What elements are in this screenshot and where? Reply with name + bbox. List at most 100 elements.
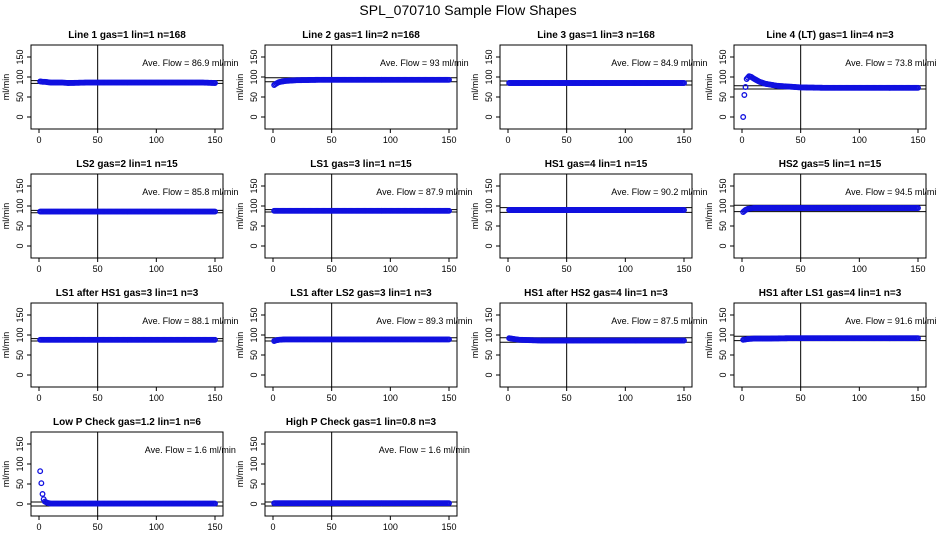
data-points	[740, 73, 921, 120]
y-tick-label: 100	[15, 327, 25, 342]
x-tick-label: 0	[36, 135, 41, 145]
data-points	[271, 207, 452, 214]
data-point	[446, 76, 452, 83]
chart-panel: HS1 after LS1 gas=4 lin=1 n=3 Ave. Flow =…	[704, 288, 936, 403]
y-tick-label: 100	[249, 327, 259, 342]
x-tick-label: 50	[327, 135, 337, 145]
x-tick-label: 50	[327, 264, 337, 274]
y-tick-label: 150	[249, 49, 259, 64]
y-axis-label: ml/min	[1, 461, 11, 488]
y-tick-label: 50	[249, 479, 259, 489]
x-tick-label: 50	[796, 264, 806, 274]
data-points	[271, 76, 452, 88]
figure-title: SPL_070710 Sample Flow Shapes	[359, 2, 577, 18]
y-axis-label: ml/min	[470, 203, 480, 230]
y-axis-label: ml/min	[235, 74, 245, 101]
x-tick-label: 100	[383, 135, 398, 145]
data-points	[740, 335, 921, 343]
y-tick-label: 150	[15, 436, 25, 451]
x-tick-label: 150	[441, 393, 456, 403]
y-tick-label: 0	[249, 372, 259, 377]
x-tick-label: 100	[383, 264, 398, 274]
y-tick-label: 100	[718, 327, 728, 342]
data-point	[915, 84, 921, 91]
chart-panel: HS2 gas=5 lin=1 n=15 Ave. Flow = 94.5 ml/…	[704, 159, 936, 274]
chart-panel: LS1 after LS2 gas=3 lin=1 n=3 Ave. Flow =…	[235, 288, 472, 403]
x-tick-label: 150	[910, 135, 925, 145]
y-tick-label: 100	[15, 198, 25, 213]
y-tick-label: 0	[718, 243, 728, 248]
y-tick-label: 0	[718, 114, 728, 119]
data-point	[212, 208, 218, 215]
data-point	[681, 80, 687, 86]
y-tick-label: 0	[249, 243, 259, 248]
panel-title: Line 3 gas=1 lin=3 n=168	[537, 30, 655, 41]
y-tick-label: 150	[718, 178, 728, 193]
chart-panel: HS1 gas=4 lin=1 n=15 Ave. Flow = 90.2 ml/…	[470, 159, 707, 274]
y-axis-label: ml/min	[470, 332, 480, 359]
x-tick-label: 150	[441, 522, 456, 532]
x-tick-label: 0	[739, 135, 744, 145]
y-tick-label: 150	[249, 307, 259, 322]
x-tick-label: 0	[505, 135, 510, 145]
panel-title: Line 4 (LT) gas=1 lin=4 n=3	[766, 30, 894, 41]
panel-title: Line 1 gas=1 lin=1 n=168	[68, 30, 186, 41]
avg-flow-annotation: Ave. Flow = 85.8 ml/min	[142, 187, 238, 197]
x-tick-label: 100	[149, 522, 164, 532]
y-axis-label: ml/min	[470, 74, 480, 101]
x-tick-label: 0	[270, 522, 275, 532]
panel-title: Line 2 gas=1 lin=2 n=168	[302, 30, 420, 41]
data-point	[915, 335, 921, 342]
x-tick-label: 50	[93, 135, 103, 145]
data-point	[39, 491, 46, 497]
chart-panel: Low P Check gas=1.2 lin=1 n=6 Ave. Flow =…	[1, 417, 236, 532]
y-tick-label: 150	[718, 49, 728, 64]
data-points	[506, 80, 687, 86]
y-tick-label: 50	[718, 221, 728, 231]
y-tick-label: 100	[15, 69, 25, 84]
y-tick-label: 50	[718, 350, 728, 360]
x-tick-label: 150	[441, 264, 456, 274]
x-tick-label: 150	[676, 264, 691, 274]
y-tick-label: 0	[484, 372, 494, 377]
x-tick-label: 0	[505, 264, 510, 274]
y-axis-label: ml/min	[235, 461, 245, 488]
y-tick-label: 150	[15, 49, 25, 64]
x-tick-label: 0	[739, 393, 744, 403]
y-tick-label: 50	[15, 350, 25, 360]
x-tick-label: 100	[852, 264, 867, 274]
x-tick-label: 150	[207, 264, 222, 274]
y-tick-label: 150	[484, 178, 494, 193]
y-tick-label: 50	[249, 221, 259, 231]
x-tick-label: 100	[149, 393, 164, 403]
x-tick-label: 100	[852, 393, 867, 403]
data-point	[38, 480, 45, 487]
x-tick-label: 50	[93, 522, 103, 532]
x-tick-label: 100	[618, 264, 633, 274]
avg-flow-annotation: Ave. Flow = 93 ml/min	[380, 58, 469, 68]
y-tick-label: 0	[15, 372, 25, 377]
data-point	[681, 207, 687, 213]
y-axis-label: ml/min	[1, 332, 11, 359]
x-tick-label: 100	[852, 135, 867, 145]
x-tick-label: 100	[149, 135, 164, 145]
y-tick-label: 0	[718, 372, 728, 377]
panel-title: LS1 gas=3 lin=1 n=15	[310, 159, 412, 170]
x-tick-label: 150	[207, 135, 222, 145]
panel-title: High P Check gas=1 lin=0.8 n=3	[286, 417, 437, 428]
data-point	[681, 337, 687, 344]
panel-title: LS1 after LS2 gas=3 lin=1 n=3	[290, 288, 432, 299]
x-tick-label: 0	[270, 264, 275, 274]
panel-title: LS2 gas=2 lin=1 n=15	[76, 159, 178, 170]
x-tick-label: 0	[36, 393, 41, 403]
data-point	[212, 336, 218, 343]
x-tick-label: 50	[93, 264, 103, 274]
y-tick-label: 100	[718, 69, 728, 84]
x-tick-label: 50	[327, 522, 337, 532]
avg-flow-annotation: Ave. Flow = 89.3 ml/min	[376, 316, 472, 326]
x-tick-label: 0	[270, 135, 275, 145]
x-tick-label: 50	[93, 393, 103, 403]
x-tick-label: 0	[739, 264, 744, 274]
y-tick-label: 0	[484, 114, 494, 119]
data-point	[446, 336, 452, 343]
